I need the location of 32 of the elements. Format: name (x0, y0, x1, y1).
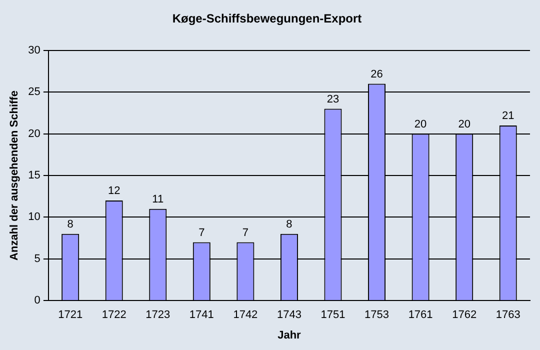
data-label: 20 (414, 118, 427, 130)
data-label: 8 (67, 218, 74, 230)
y-tick-label: 30 (28, 44, 40, 56)
y-tick-label: 0 (34, 294, 40, 307)
data-label: 20 (458, 118, 470, 130)
data-label: 7 (198, 226, 205, 239)
x-tick-label: 1741 (189, 309, 214, 322)
data-label: 23 (326, 93, 340, 106)
data-label: 7 (242, 226, 248, 239)
x-tick-label: 1761 (408, 309, 433, 322)
x-tick-label: 1742 (233, 309, 258, 322)
y-tick-label: 20 (28, 128, 40, 140)
y-tick-label: 15 (28, 170, 40, 182)
x-tick-label: 1753 (364, 309, 390, 322)
x-tick-label: 1763 (496, 309, 520, 322)
y-tick-label: 25 (28, 86, 40, 98)
x-tick-label: 1762 (452, 309, 477, 322)
x-axis-title: Jahr (278, 329, 302, 342)
data-label: 11 (152, 193, 164, 206)
x-tick-label: 1721 (58, 309, 83, 322)
x-tick-label: 1722 (102, 309, 126, 322)
data-label: 21 (502, 110, 514, 122)
chart-title: Køge-Schiffsbewegungen-Export (172, 12, 362, 26)
x-tick-label: 1743 (276, 309, 302, 322)
y-axis-title: Anzahl der ausgehenden Schiffe (8, 90, 21, 260)
y-tick-label: 5 (34, 252, 40, 265)
data-label: 8 (286, 218, 292, 230)
y-tick-label: 10 (28, 211, 40, 224)
data-label: 26 (370, 68, 383, 80)
x-tick-label: 1751 (320, 309, 346, 322)
data-label: 12 (108, 185, 120, 198)
x-tick-label: 1723 (146, 309, 170, 322)
